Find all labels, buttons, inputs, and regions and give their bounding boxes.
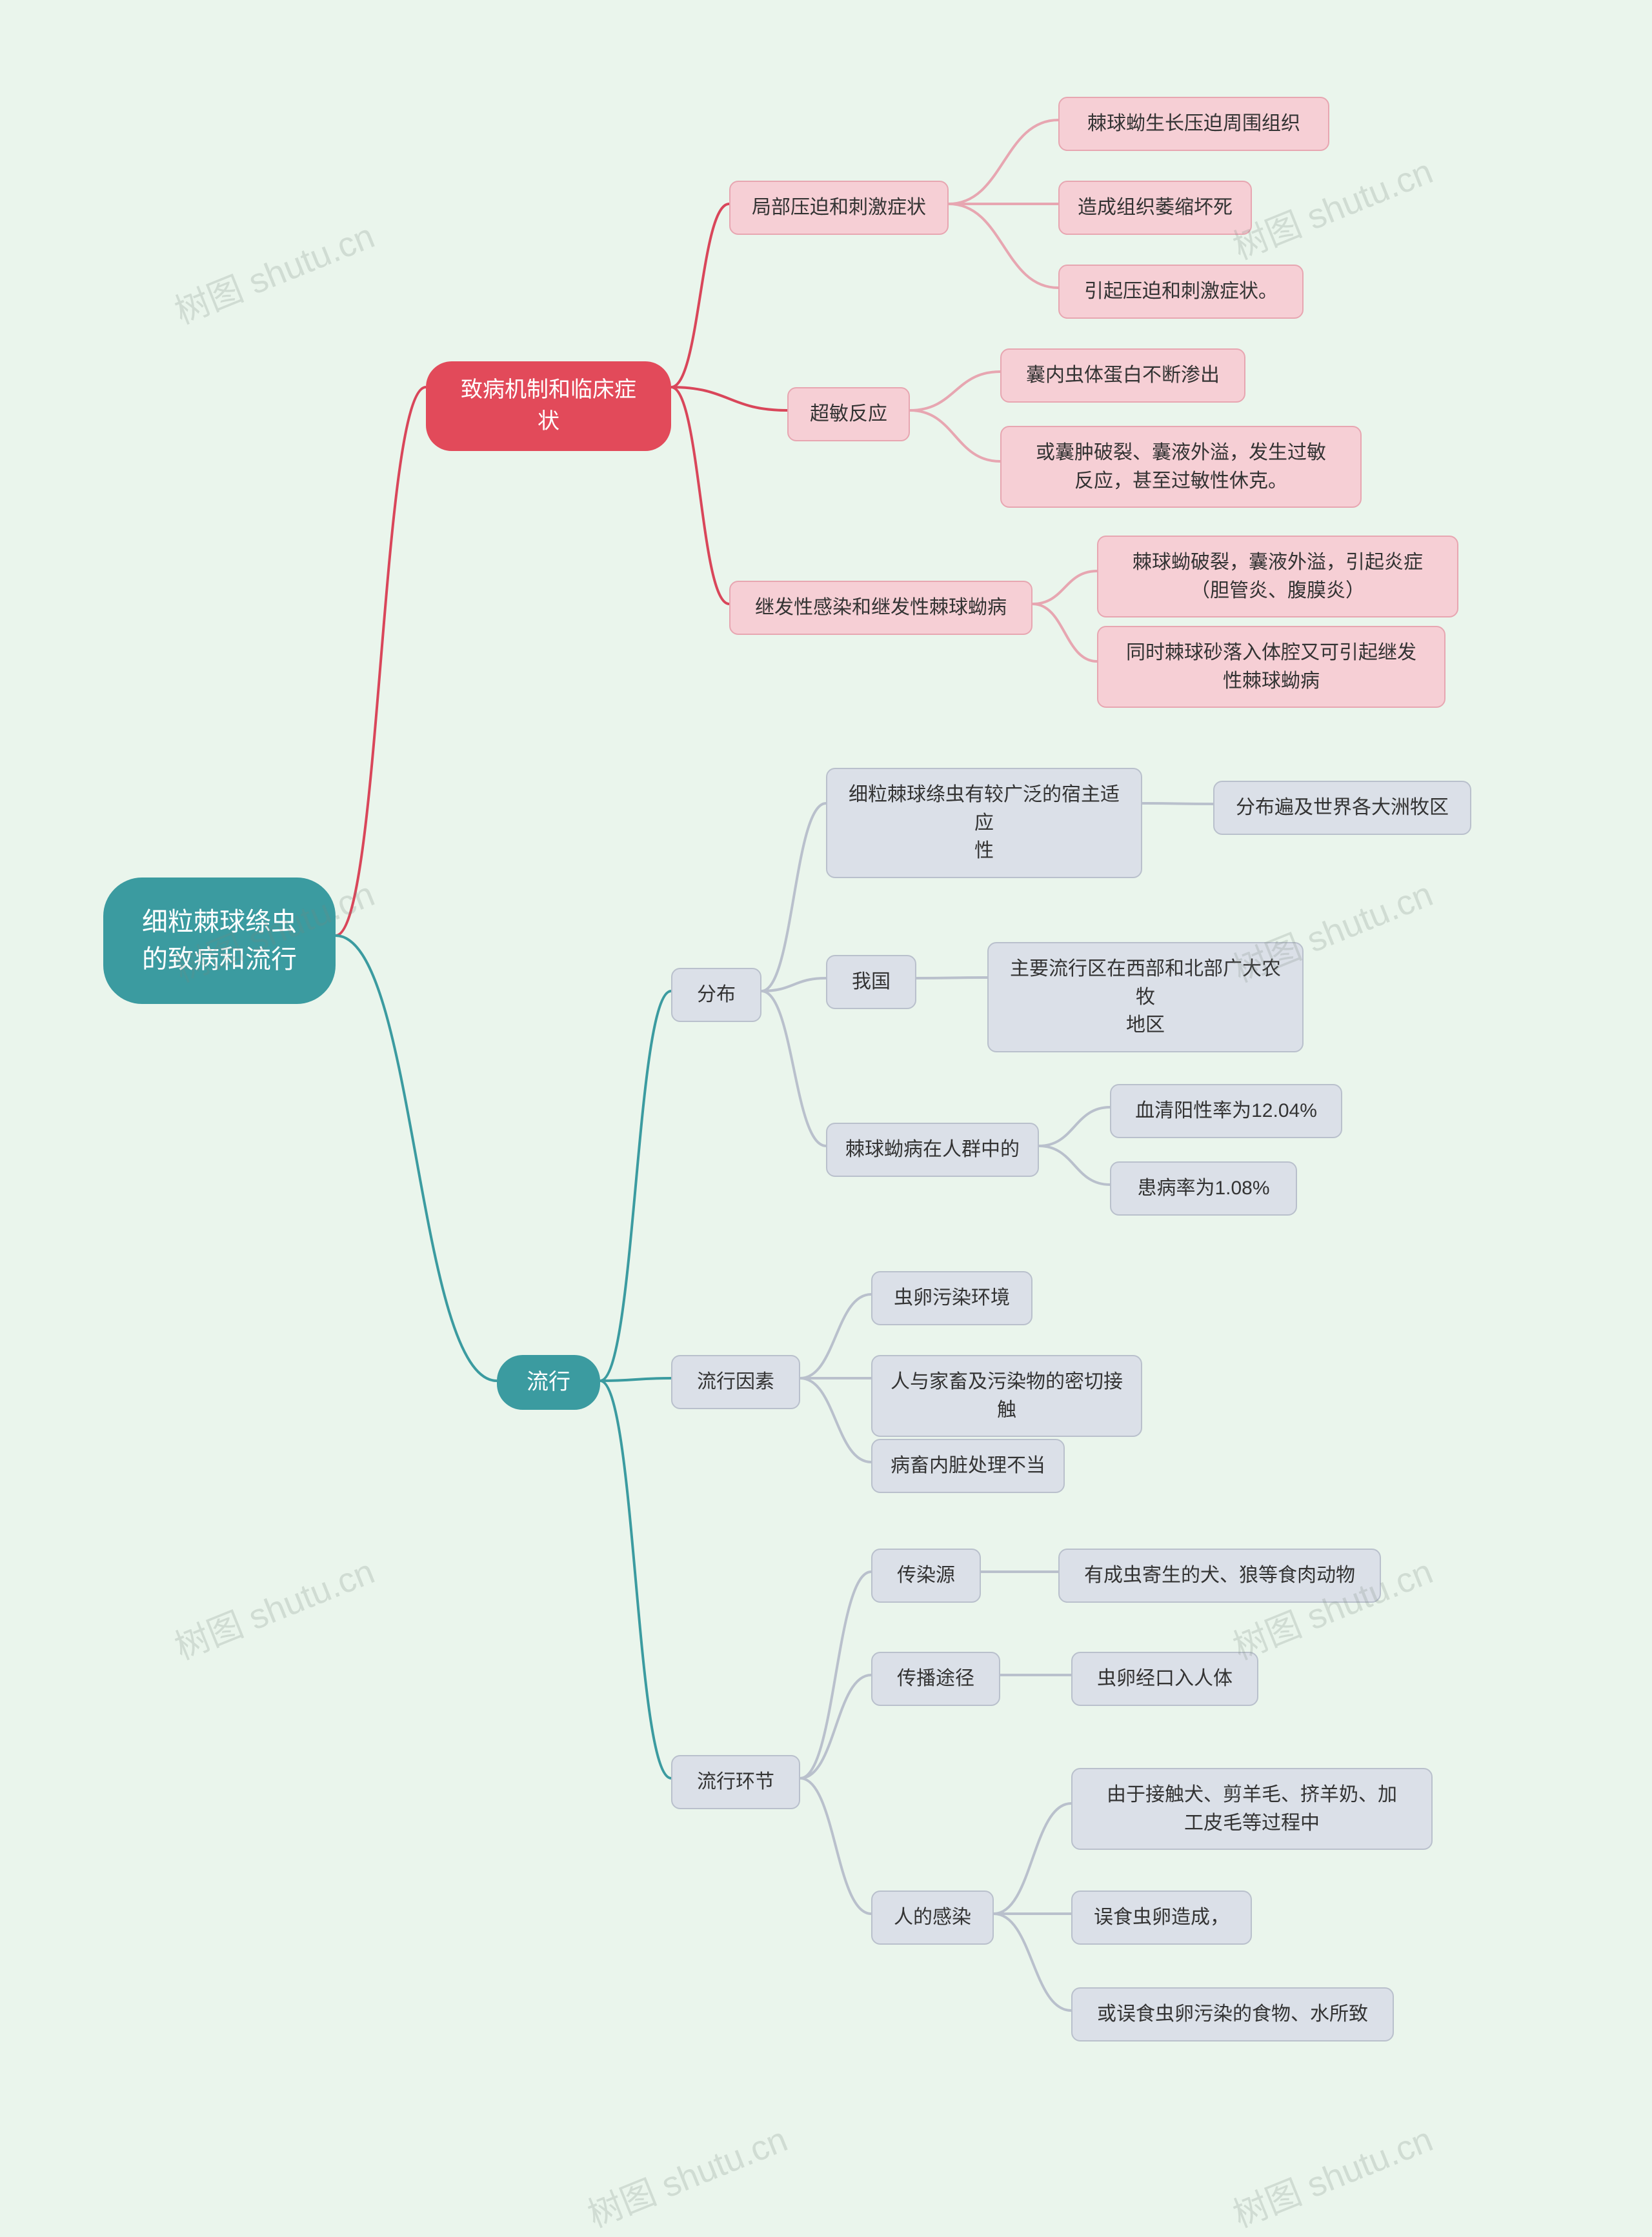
node-b1a3[interactable]: 引起压迫和刺激症状。 — [1058, 265, 1304, 319]
node-b1c[interactable]: 继发性感染和继发性棘球蚴病 — [729, 581, 1032, 635]
node-b2a3b[interactable]: 患病率为1.08% — [1110, 1161, 1297, 1216]
node-b2b3[interactable]: 病畜内脏处理不当 — [871, 1439, 1065, 1493]
node-b2a2a[interactable]: 主要流行区在西部和北部广大农牧 地区 — [987, 942, 1304, 1052]
node-b2a3[interactable]: 棘球蚴病在人群中的 — [826, 1123, 1039, 1177]
node-b2c[interactable]: 流行环节 — [671, 1755, 800, 1809]
node-b2a[interactable]: 分布 — [671, 968, 761, 1022]
node-b1a2[interactable]: 造成组织萎缩坏死 — [1058, 181, 1252, 235]
node-b2c2a[interactable]: 虫卵经口入人体 — [1071, 1652, 1258, 1706]
node-b2a1a[interactable]: 分布遍及世界各大洲牧区 — [1213, 781, 1471, 835]
node-b1c1[interactable]: 棘球蚴破裂，囊液外溢，引起炎症 （胆管炎、腹膜炎） — [1097, 536, 1458, 617]
node-b2a2[interactable]: 我国 — [826, 955, 916, 1009]
root-node[interactable]: 细粒棘球绦虫 的致病和流行 — [103, 878, 336, 1004]
watermark: 树图 shutu.cn — [1224, 143, 1439, 270]
node-b2c1a[interactable]: 有成虫寄生的犬、狼等食肉动物 — [1058, 1549, 1381, 1603]
branch-pathology[interactable]: 致病机制和临床症状 — [426, 361, 671, 451]
node-b1b[interactable]: 超敏反应 — [787, 387, 910, 441]
node-b2b[interactable]: 流行因素 — [671, 1355, 800, 1409]
node-b2b2[interactable]: 人与家畜及污染物的密切接触 — [871, 1355, 1142, 1437]
node-b2c3[interactable]: 人的感染 — [871, 1891, 994, 1945]
watermark: 树图 shutu.cn — [166, 1543, 381, 1670]
watermark: 树图 shutu.cn — [1224, 2111, 1439, 2237]
watermark: 树图 shutu.cn — [166, 208, 381, 334]
node-b1b2[interactable]: 或囊肿破裂、囊液外溢，发生过敏 反应，甚至过敏性休克。 — [1000, 426, 1362, 508]
node-b2c3a[interactable]: 由于接触犬、剪羊毛、挤羊奶、加 工皮毛等过程中 — [1071, 1768, 1433, 1850]
watermark: 树图 shutu.cn — [579, 2111, 794, 2237]
branch-epidemic[interactable]: 流行 — [497, 1355, 600, 1410]
node-b2a3a[interactable]: 血清阳性率为12.04% — [1110, 1084, 1342, 1138]
node-b2c1[interactable]: 传染源 — [871, 1549, 981, 1603]
node-b2c3c[interactable]: 或误食虫卵污染的食物、水所致 — [1071, 1987, 1394, 2041]
node-b2b1[interactable]: 虫卵污染环境 — [871, 1271, 1032, 1325]
node-b2c3b[interactable]: 误食虫卵造成， — [1071, 1891, 1252, 1945]
node-b1a1[interactable]: 棘球蚴生长压迫周围组织 — [1058, 97, 1329, 151]
node-b1a[interactable]: 局部压迫和刺激症状 — [729, 181, 949, 235]
node-b2c2[interactable]: 传播途径 — [871, 1652, 1000, 1706]
node-b1c2[interactable]: 同时棘球砂落入体腔又可引起继发 性棘球蚴病 — [1097, 626, 1446, 708]
edge-layer — [0, 0, 1652, 2215]
node-b1b1[interactable]: 囊内虫体蛋白不断渗出 — [1000, 348, 1245, 403]
node-b2a1[interactable]: 细粒棘球绦虫有较广泛的宿主适应 性 — [826, 768, 1142, 878]
